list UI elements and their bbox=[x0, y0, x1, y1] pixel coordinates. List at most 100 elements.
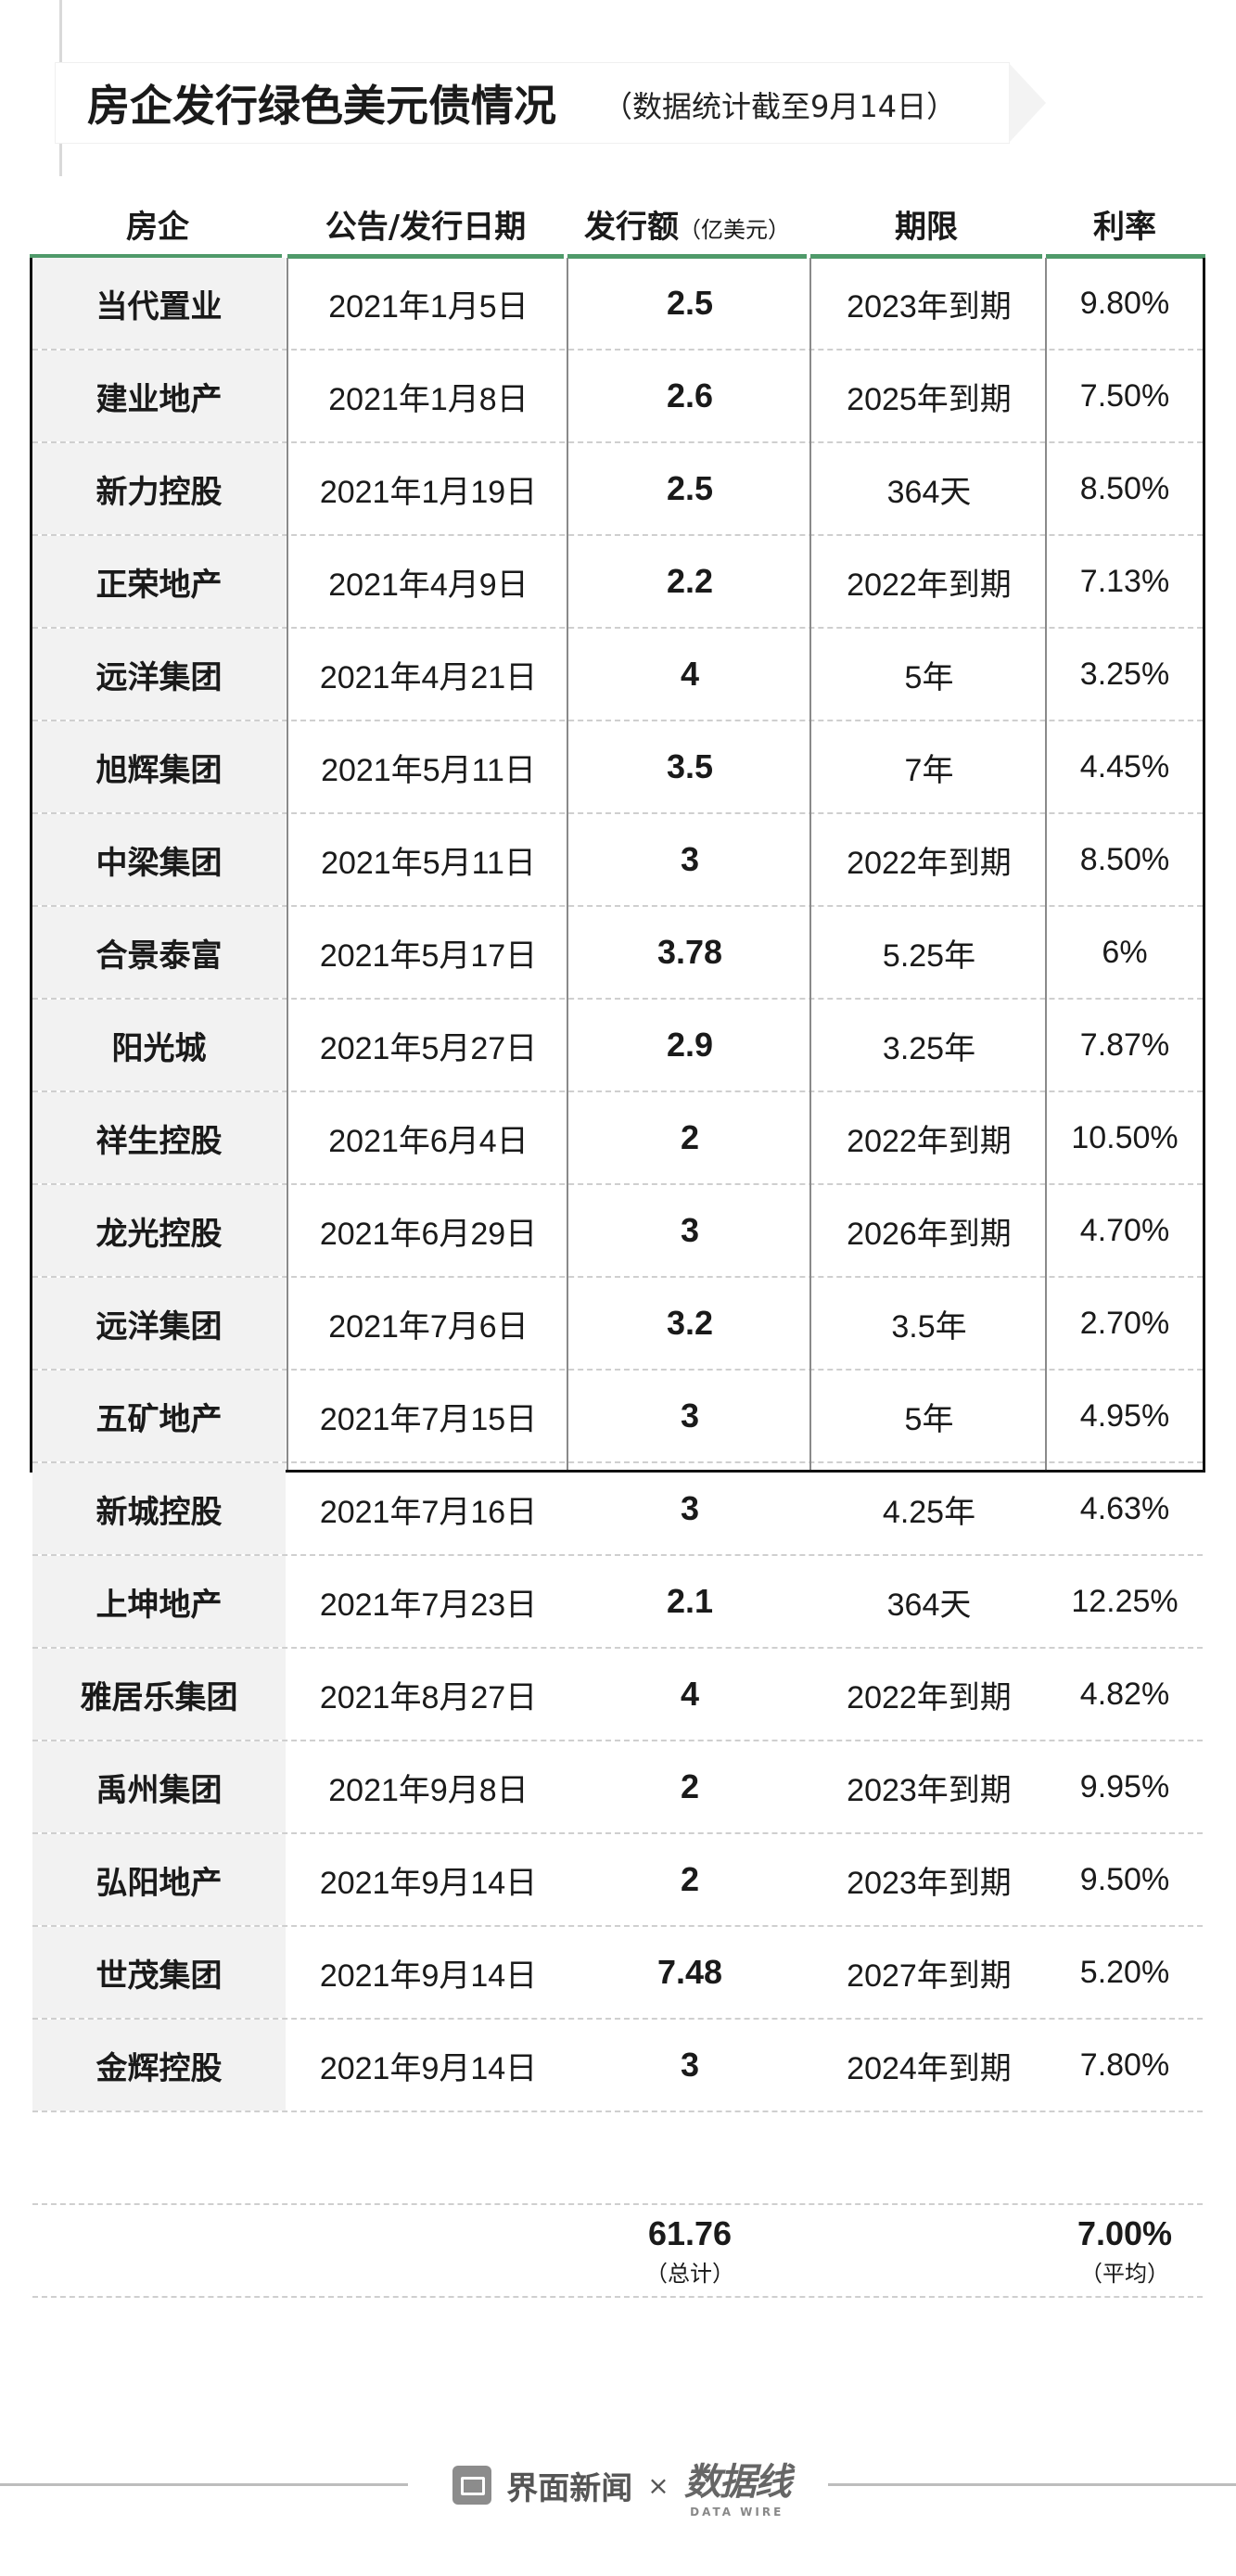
table-row: 正荣地产 2021年4月9日 2.2 2022年到期 7.13% bbox=[32, 536, 1203, 629]
total-amount-label: （总计） bbox=[645, 2260, 734, 2287]
table-row: 五矿地产 2021年7月15日 3 5年 4.95% bbox=[32, 1371, 1203, 1463]
average-rate-label: （平均） bbox=[1080, 2260, 1169, 2287]
cell-rate: 9.95% bbox=[1079, 1768, 1170, 1804]
cell-term: 5年 bbox=[904, 659, 954, 695]
brand-datawire-sub: DATA WIRE bbox=[690, 2506, 784, 2519]
cell-date: 2021年1月19日 bbox=[319, 474, 538, 510]
column-divider bbox=[1045, 258, 1047, 1470]
cell-term: 2022年到期 bbox=[847, 567, 1012, 603]
table-row: 弘阳地产 2021年9月14日 2 2023年到期 9.50% bbox=[32, 1834, 1203, 1927]
cell-company: 新城控股 bbox=[32, 1463, 286, 1554]
cell-rate: 7.13% bbox=[1079, 563, 1170, 599]
cell-amount: 3 bbox=[680, 2046, 700, 2084]
table-row: 远洋集团 2021年7月6日 3.2 3.5年 2.70% bbox=[32, 1278, 1203, 1371]
cell-term: 2022年到期 bbox=[847, 1679, 1012, 1715]
cell-term: 2024年到期 bbox=[847, 2050, 1012, 2086]
cell-date: 2021年7月16日 bbox=[319, 1494, 538, 1530]
table-row: 当代置业 2021年1月5日 2.5 2023年到期 9.80% bbox=[32, 258, 1203, 351]
cell-date: 2021年7月6日 bbox=[328, 1308, 529, 1345]
table-row: 龙光控股 2021年6月29日 3 2026年到期 4.70% bbox=[32, 1185, 1203, 1278]
cell-company: 当代置业 bbox=[32, 258, 286, 349]
cell-term: 2022年到期 bbox=[847, 1123, 1012, 1159]
cell-term: 5年 bbox=[904, 1401, 954, 1437]
cell-company: 祥生控股 bbox=[32, 1092, 286, 1183]
cell-rate: 12.25% bbox=[1071, 1583, 1179, 1619]
cell-date: 2021年1月5日 bbox=[328, 288, 529, 325]
cell-date: 2021年6月4日 bbox=[328, 1123, 529, 1159]
cell-date: 2021年7月23日 bbox=[319, 1587, 538, 1623]
table-row: 新城控股 2021年7月16日 3 4.25年 4.63% bbox=[32, 1463, 1203, 1556]
cell-amount: 3.2 bbox=[666, 1304, 714, 1342]
cell-rate: 4.63% bbox=[1079, 1490, 1170, 1526]
cell-rate: 6% bbox=[1102, 934, 1148, 970]
cell-term: 3.5年 bbox=[891, 1308, 967, 1345]
cell-term: 2022年到期 bbox=[847, 845, 1012, 881]
cell-rate: 10.50% bbox=[1071, 1119, 1179, 1155]
cell-amount: 4 bbox=[680, 1675, 700, 1713]
cell-date: 2021年4月9日 bbox=[328, 567, 529, 603]
cell-date: 2021年4月21日 bbox=[319, 659, 538, 695]
header-term: 期限 bbox=[895, 209, 958, 246]
cell-date: 2021年7月15日 bbox=[319, 1401, 538, 1437]
cell-term: 5.25年 bbox=[882, 937, 976, 974]
total-amount: 61.76 （总计） bbox=[568, 2205, 811, 2296]
cell-amount: 2 bbox=[680, 1860, 700, 1898]
cell-amount: 2.5 bbox=[666, 469, 714, 507]
cell-company: 旭辉集团 bbox=[32, 721, 286, 812]
cell-date: 2021年9月8日 bbox=[328, 1772, 529, 1808]
cell-term: 4.25年 bbox=[882, 1494, 976, 1530]
cell-company: 世茂集团 bbox=[32, 1927, 286, 2018]
column-divider bbox=[809, 258, 811, 1470]
cell-rate: 4.82% bbox=[1079, 1676, 1170, 1712]
cell-term: 2026年到期 bbox=[847, 1216, 1012, 1252]
cell-amount: 7.48 bbox=[656, 1953, 723, 1991]
cell-company: 新力控股 bbox=[32, 443, 286, 534]
cell-amount: 2 bbox=[680, 1767, 700, 1805]
cell-amount: 3 bbox=[680, 1396, 700, 1435]
cell-amount: 2.1 bbox=[666, 1582, 714, 1620]
table-row: 远洋集团 2021年4月21日 4 5年 3.25% bbox=[32, 629, 1203, 721]
cell-rate: 2.70% bbox=[1079, 1305, 1170, 1341]
cell-date: 2021年1月8日 bbox=[328, 381, 529, 417]
cell-rate: 4.45% bbox=[1079, 748, 1170, 784]
table-row: 合景泰富 2021年5月17日 3.78 5.25年 6% bbox=[32, 907, 1203, 1000]
cell-company: 金辉控股 bbox=[32, 2020, 286, 2111]
cell-term: 364天 bbox=[886, 474, 972, 510]
cell-amount: 2.2 bbox=[666, 562, 714, 600]
summary-row: 61.76 （总计） 7.00% （平均） bbox=[32, 2205, 1203, 2298]
cell-rate: 7.50% bbox=[1079, 377, 1170, 414]
table-row: 上坤地产 2021年7月23日 2.1 364天 12.25% bbox=[32, 1556, 1203, 1649]
cell-company: 建业地产 bbox=[32, 351, 286, 441]
table-row: 建业地产 2021年1月8日 2.6 2025年到期 7.50% bbox=[32, 351, 1203, 443]
brand-datawire: 数据线 DATA WIRE bbox=[683, 2461, 792, 2519]
header-rule-term bbox=[810, 254, 1042, 259]
header-company: 房企 bbox=[126, 209, 189, 246]
cell-company: 中梁集团 bbox=[32, 814, 286, 905]
page-title: 房企发行绿色美元债情况 bbox=[87, 81, 556, 131]
cell-date: 2021年9月14日 bbox=[319, 1958, 538, 1994]
cell-amount: 3 bbox=[680, 840, 700, 878]
cell-date: 2021年5月17日 bbox=[319, 937, 538, 974]
cell-term: 2025年到期 bbox=[847, 381, 1012, 417]
cell-company: 远洋集团 bbox=[32, 1278, 286, 1369]
table-row: 阳光城 2021年5月27日 2.9 3.25年 7.87% bbox=[32, 1000, 1203, 1092]
header-rule-rate bbox=[1046, 254, 1205, 259]
cell-company: 正荣地产 bbox=[32, 536, 286, 627]
total-amount-value: 61.76 bbox=[647, 2213, 733, 2252]
header-date: 公告/发行日期 bbox=[325, 209, 527, 246]
cell-company: 阳光城 bbox=[32, 1000, 286, 1090]
header-rule-company bbox=[30, 254, 282, 259]
header-rule-amount bbox=[567, 254, 807, 259]
brand-jiemian: 界面新闻 bbox=[506, 2469, 633, 2507]
cell-term: 7年 bbox=[904, 752, 954, 788]
cell-company: 弘阳地产 bbox=[32, 1834, 286, 1925]
cell-rate: 4.70% bbox=[1079, 1212, 1170, 1248]
table-row: 新力控股 2021年1月19日 2.5 364天 8.50% bbox=[32, 443, 1203, 536]
cell-date: 2021年5月27日 bbox=[319, 1030, 538, 1066]
cell-company: 五矿地产 bbox=[32, 1371, 286, 1461]
cell-amount: 3.5 bbox=[666, 747, 714, 785]
column-divider bbox=[567, 258, 568, 1470]
table-row: 世茂集团 2021年9月14日 7.48 2027年到期 5.20% bbox=[32, 1927, 1203, 2020]
footer-brand: 界面新闻 × 数据线 DATA WIRE bbox=[427, 2457, 816, 2519]
page-subtitle: （数据统计截至9月14日） bbox=[603, 89, 957, 124]
